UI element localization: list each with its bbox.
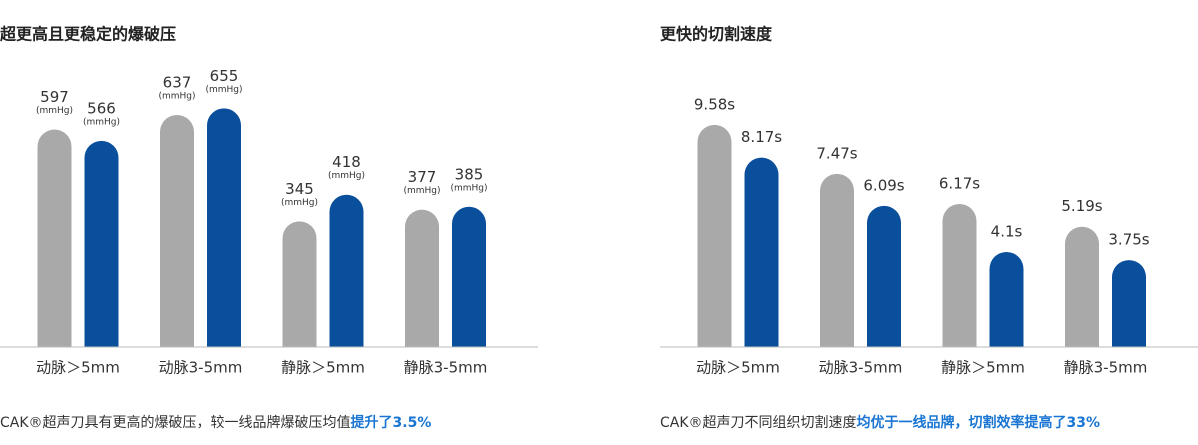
value-unit: (mmHg) xyxy=(205,85,242,95)
bar xyxy=(160,114,194,347)
caption-text: CAK®超声刀不同组织切割速度 xyxy=(660,414,857,431)
value-label: 377 xyxy=(408,168,437,186)
bar xyxy=(329,194,364,347)
value-label: 6.17s xyxy=(939,174,980,192)
bar xyxy=(820,173,854,347)
x-tick-label: 静脉＞5mm xyxy=(281,359,365,377)
caption-text: CAK®超声刀具有更高的爆破压，较一线品牌爆破压均值 xyxy=(0,414,351,431)
value-label: 8.17s xyxy=(741,128,782,146)
caption: CAK®超声刀具有更高的爆破压，较一线品牌爆破压均值提升了3.5% xyxy=(0,414,431,431)
caption-highlight: 提升了3.5% xyxy=(351,414,432,431)
value-label: 3.75s xyxy=(1108,231,1149,249)
caption-highlight: 均优于一线品牌，切割效率提高了33% xyxy=(857,414,1101,431)
value-unit: (mmHg) xyxy=(450,183,487,193)
value-label: 655 xyxy=(210,67,239,85)
x-tick-label: 动脉＞5mm xyxy=(696,359,780,377)
bar xyxy=(867,205,901,347)
value-label: 637 xyxy=(163,73,192,91)
bar xyxy=(1065,226,1099,347)
x-tick-label: 静脉＞5mm xyxy=(941,359,1025,377)
value-label: 6.09s xyxy=(863,176,904,194)
x-tick-label: 静脉3-5mm xyxy=(1064,359,1148,377)
bar xyxy=(282,221,317,347)
value-label: 385 xyxy=(455,165,484,183)
value-unit: (mmHg) xyxy=(281,198,318,208)
value-unit: (mmHg) xyxy=(36,106,73,116)
value-label: 4.1s xyxy=(991,222,1023,240)
bar xyxy=(452,206,486,347)
x-tick-label: 动脉3-5mm xyxy=(819,359,903,377)
bar xyxy=(989,251,1024,347)
value-unit: (mmHg) xyxy=(328,171,365,181)
bar xyxy=(697,124,732,347)
chart-title: 超更高且更稳定的爆破压 xyxy=(0,25,176,44)
value-label: 418 xyxy=(332,153,361,171)
value-label: 597 xyxy=(40,88,69,106)
value-unit: (mmHg) xyxy=(83,117,120,127)
value-label: 9.58s xyxy=(694,95,735,113)
bar xyxy=(405,209,439,347)
value-label: 7.47s xyxy=(816,144,857,162)
value-label: 345 xyxy=(285,180,314,198)
bar xyxy=(84,140,119,347)
x-tick-label: 动脉3-5mm xyxy=(159,359,243,377)
caption: CAK®超声刀不同组织切割速度均优于一线品牌，切割效率提高了33% xyxy=(660,414,1100,431)
x-tick-label: 静脉3-5mm xyxy=(404,359,488,377)
bar xyxy=(1112,260,1146,347)
bar xyxy=(744,157,779,347)
bar xyxy=(942,203,977,347)
chart-title: 更快的切割速度 xyxy=(660,25,773,44)
value-unit: (mmHg) xyxy=(158,91,195,101)
value-unit: (mmHg) xyxy=(403,186,440,196)
x-tick-label: 动脉＞5mm xyxy=(36,359,120,377)
value-label: 5.19s xyxy=(1061,197,1102,215)
bar xyxy=(207,108,241,348)
value-label: 566 xyxy=(87,99,116,117)
bar xyxy=(37,129,72,347)
